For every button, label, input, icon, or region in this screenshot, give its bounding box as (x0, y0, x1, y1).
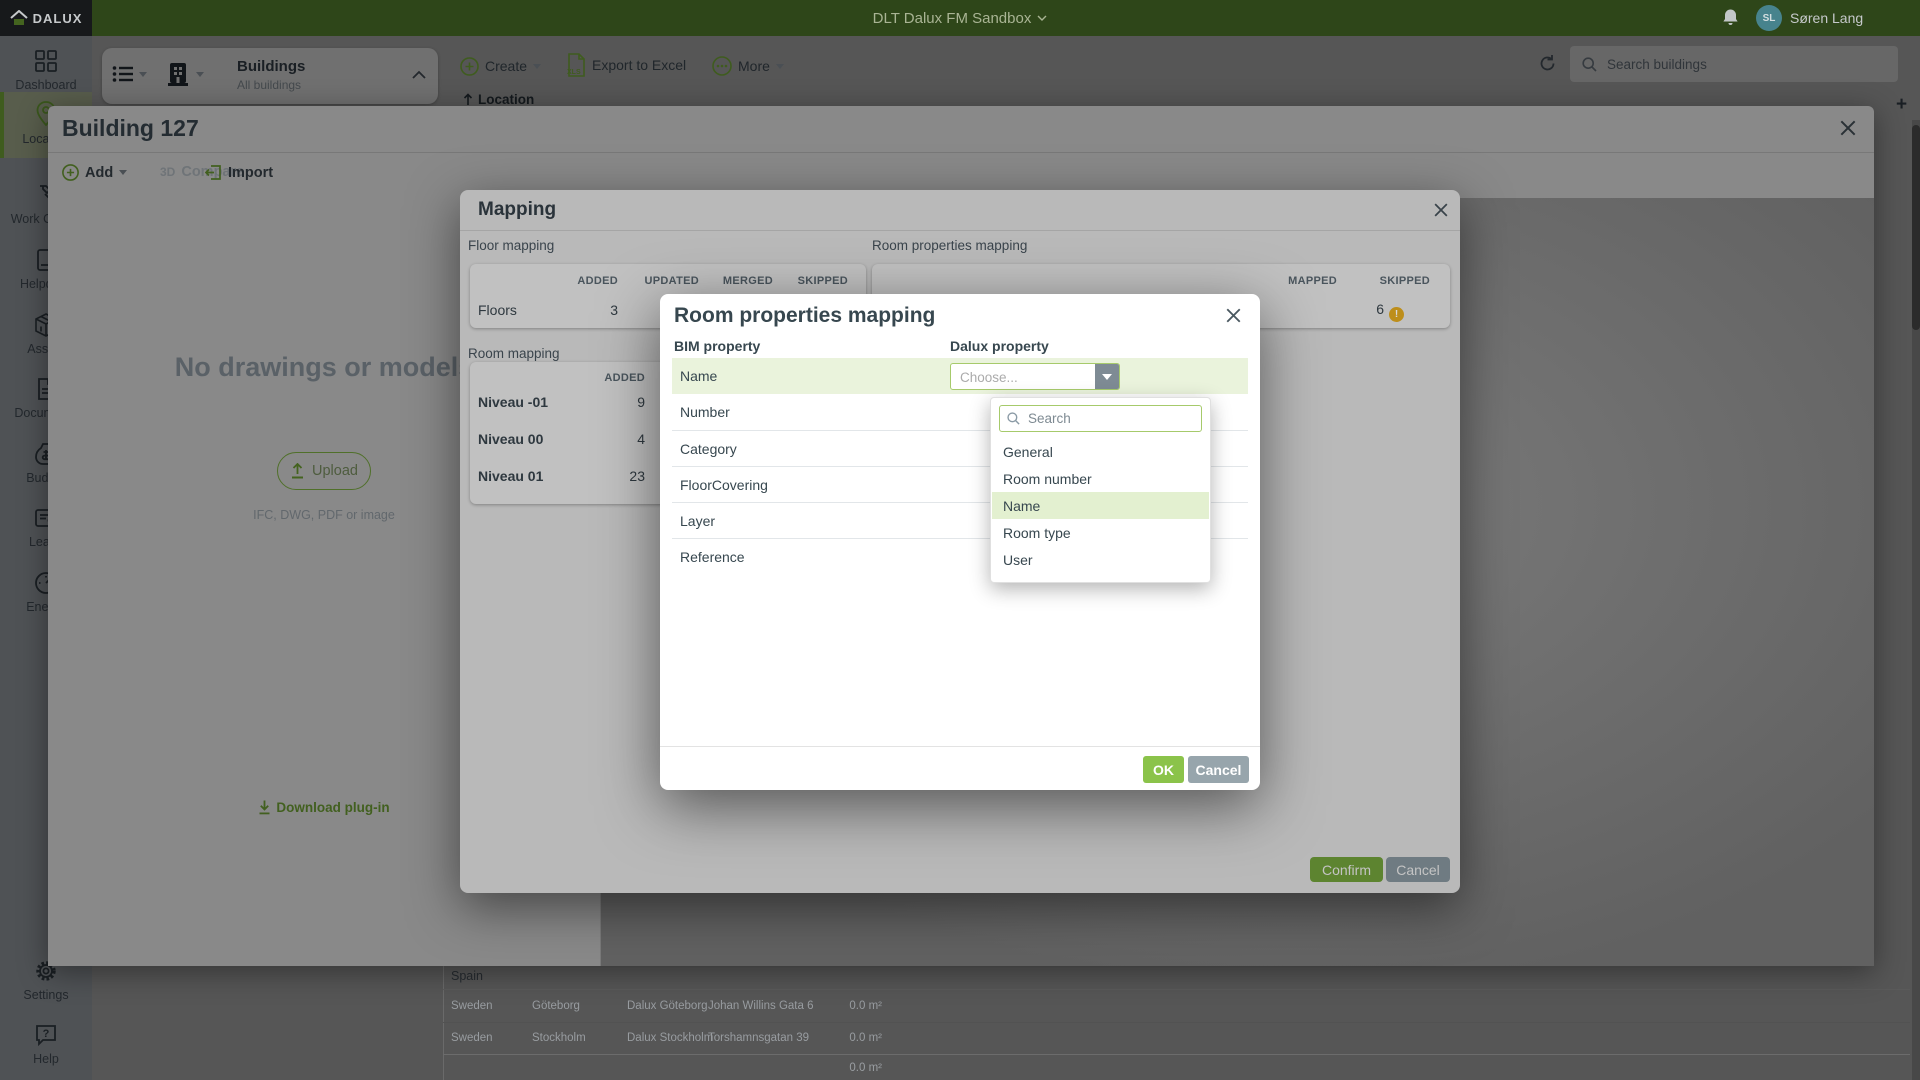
import-icon (205, 165, 221, 180)
building-view-selector[interactable] (166, 61, 204, 87)
option-general[interactable]: General (1003, 443, 1053, 460)
sidebar-item-settings[interactable]: Settings (0, 958, 92, 1002)
close-icon[interactable] (1224, 306, 1243, 325)
add-column-button[interactable]: + (1896, 94, 1908, 115)
house-icon (9, 10, 28, 25)
more-button[interactable]: More (712, 52, 784, 80)
bim-row-floorcovering[interactable]: FloorCovering (672, 466, 1248, 503)
caret-down-icon (775, 63, 784, 69)
sidebar-item-dashboard[interactable]: Dashboard (0, 48, 92, 92)
room-properties-modal-title: Room properties mapping (674, 304, 936, 327)
option-room-type[interactable]: Room type (1003, 524, 1071, 541)
dropdown-search-input[interactable] (1026, 410, 1190, 427)
total-area: 0.0 m² (849, 1062, 882, 1074)
sort-arrow-icon (463, 93, 473, 105)
room-properties-label: Room properties mapping (872, 238, 1028, 253)
dashboard-icon (0, 48, 92, 74)
cancel-button[interactable]: Cancel (1386, 857, 1450, 882)
footer-divider (660, 746, 1260, 747)
sidebar-item-help[interactable]: ? Help (0, 1022, 92, 1066)
bim-property-header: BIM property (674, 338, 761, 354)
location-column-header[interactable]: Location (463, 92, 534, 107)
search-buildings-box[interactable] (1570, 46, 1898, 82)
bim-row-number[interactable]: Number (680, 404, 730, 420)
bim-row-category[interactable]: Category (672, 430, 1248, 467)
warning-icon: ! (1389, 307, 1404, 322)
list-view-icon (112, 66, 133, 82)
close-icon[interactable] (1838, 118, 1858, 138)
upload-formats-hint: IFC, DWG, PDF or image (253, 508, 395, 522)
export-to-excel-button[interactable]: XLS Export to Excel (566, 50, 686, 80)
bim-row-layer[interactable]: Layer (672, 502, 1248, 539)
drawings-toolbar: Add 3D Compare Import (48, 152, 600, 198)
dalux-property-dropdown: General Room number Name Room type User (990, 397, 1211, 583)
caret-down-icon (119, 170, 128, 175)
ok-button[interactable]: OK (1143, 756, 1184, 783)
group-row-spain[interactable]: Spain (451, 969, 483, 983)
download-plugin-link[interactable]: Download plug-in (48, 800, 600, 815)
caret-down-icon (139, 71, 147, 77)
search-icon (1582, 56, 1597, 72)
dalux-property-header: Dalux property (950, 338, 1049, 354)
caret-down-icon (196, 71, 204, 77)
close-icon[interactable] (1432, 201, 1450, 219)
workspace-title[interactable]: DLT Dalux FM Sandbox (0, 0, 1920, 36)
mapping-modal-title: Mapping (478, 199, 557, 220)
confirm-button[interactable]: Confirm (1310, 857, 1383, 882)
dropdown-search-box[interactable] (999, 405, 1202, 432)
settings-gear-icon (0, 958, 92, 984)
plus-circle-icon (460, 56, 479, 76)
plus-circle-icon (62, 164, 79, 181)
list-view-selector[interactable] (112, 65, 147, 83)
room-mapping-label: Room mapping (468, 346, 560, 361)
svg-text:?: ? (43, 1028, 50, 1040)
notifications-bell-icon[interactable] (1722, 8, 1739, 27)
option-user[interactable]: User (1003, 551, 1033, 568)
import-button[interactable]: Import (205, 164, 273, 181)
chevron-down-icon (1037, 15, 1047, 21)
bim-row-reference[interactable]: Reference (672, 538, 1248, 575)
building-view-icon (168, 63, 188, 86)
app-logo[interactable]: DALUX (0, 0, 92, 36)
topbar: DLT Dalux FM Sandbox DALUX SL Søren Lang (0, 0, 1920, 36)
option-name-selected[interactable]: Name (992, 492, 1209, 519)
buildings-view-card: Buildings All buildings (102, 48, 438, 104)
upload-button[interactable]: Upload (277, 452, 371, 490)
building-modal-title: Building 127 (62, 115, 199, 141)
active-indicator (0, 92, 4, 158)
help-icon: ? (0, 1022, 92, 1048)
panel-subtitle: All buildings (237, 78, 302, 92)
collapse-chevron-icon[interactable] (412, 70, 426, 79)
dropdown-arrow-icon[interactable] (1095, 364, 1119, 389)
search-icon (1007, 412, 1020, 425)
cancel-button[interactable]: Cancel (1188, 756, 1249, 783)
refresh-icon[interactable] (1538, 54, 1557, 73)
empty-state-message: No drawings or models (174, 352, 474, 382)
add-button[interactable]: Add (62, 164, 128, 181)
caret-down-icon (533, 63, 542, 69)
download-icon (259, 800, 270, 815)
table-left-border (443, 966, 444, 1080)
upload-icon (292, 463, 304, 479)
scrollbar-thumb[interactable] (1912, 125, 1920, 330)
dalux-property-select[interactable]: Choose... (950, 363, 1120, 390)
compare-3d-icon: 3D (160, 165, 176, 179)
user-name[interactable]: Søren Lang (1790, 10, 1864, 26)
building-modal-header: Building 127 (48, 106, 1874, 153)
logo-text: DALUX (32, 10, 83, 26)
search-buildings-input[interactable] (1605, 55, 1869, 73)
assets-icon (0, 312, 92, 338)
avatar[interactable]: SL (1756, 5, 1782, 31)
scrollbar-track[interactable] (1912, 120, 1920, 1080)
create-button[interactable]: Create (460, 52, 542, 80)
mapping-modal-header: Mapping (460, 190, 1460, 231)
xls-icon: XLS (566, 53, 586, 77)
panel-title: Buildings (237, 58, 306, 75)
option-room-number[interactable]: Room number (1003, 470, 1092, 487)
floor-mapping-label: Floor mapping (468, 238, 555, 253)
more-dots-icon (712, 56, 732, 76)
